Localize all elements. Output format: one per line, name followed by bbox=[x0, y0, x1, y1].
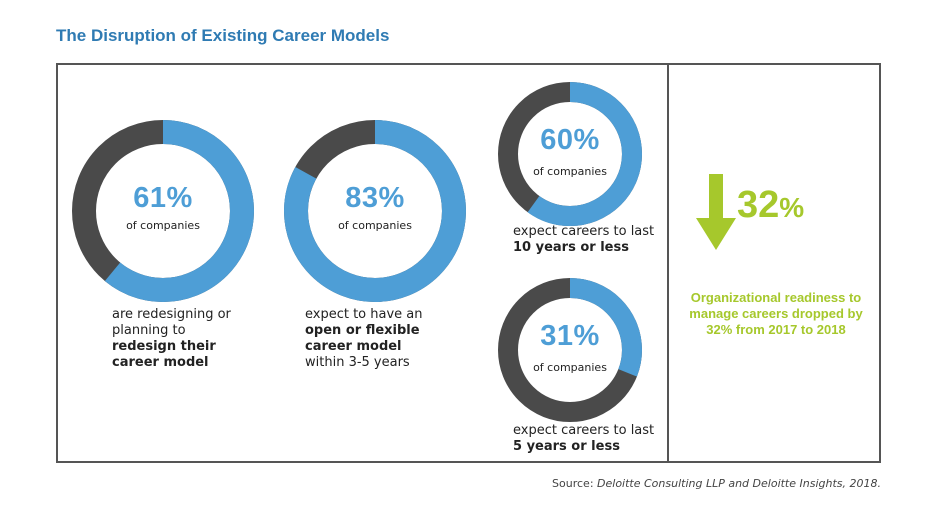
donut-60 bbox=[498, 82, 642, 226]
donut-sub-label: of companies bbox=[533, 361, 607, 374]
donut-percent-label: 61% bbox=[133, 182, 193, 214]
page-title: The Disruption of Existing Career Models bbox=[56, 26, 390, 45]
source-text: Deloitte Consulting LLP and Deloitte Ins… bbox=[597, 477, 881, 490]
donut-61 bbox=[72, 120, 254, 302]
donut-sub-label: of companies bbox=[126, 219, 200, 232]
desc-bold-text: 5 years or less bbox=[513, 439, 620, 454]
panel-divider bbox=[667, 63, 669, 463]
donut-value-arc bbox=[498, 82, 642, 226]
donut-description: expect careers to last 5 years or less bbox=[513, 423, 663, 455]
desc-text-end: within 3-5 years bbox=[305, 355, 410, 370]
donut-description: expect careers to last 10 years or less bbox=[513, 224, 663, 256]
donut-value-arc bbox=[498, 278, 642, 422]
donut-percent-label: 60% bbox=[540, 124, 600, 156]
donut-83 bbox=[284, 120, 466, 302]
desc-text: expect to have an bbox=[305, 307, 423, 322]
donut-sub-label: of companies bbox=[338, 219, 412, 232]
source-prefix: Source: bbox=[552, 477, 598, 490]
readiness-note: Organizational readiness to manage caree… bbox=[689, 290, 863, 337]
infographic-frame bbox=[56, 63, 881, 463]
donut-description: expect to have an open or flexible caree… bbox=[305, 307, 440, 371]
desc-bold-text: 10 years or less bbox=[513, 240, 629, 255]
desc-bold-text: redesign their career model bbox=[112, 339, 216, 370]
donut-value-arc bbox=[72, 120, 254, 302]
down-arrow-icon bbox=[696, 174, 736, 250]
readiness-percent: 32% bbox=[737, 184, 804, 227]
donut-percent-label: 83% bbox=[345, 182, 405, 214]
donut-sub-label: of companies bbox=[533, 165, 607, 178]
donut-description: are redesigning or planning to redesign … bbox=[112, 307, 252, 371]
readiness-value: 32 bbox=[737, 184, 780, 226]
desc-text: expect careers to last bbox=[513, 423, 655, 438]
desc-text: expect careers to last bbox=[513, 224, 655, 239]
source-note: Source: Deloitte Consulting LLP and Delo… bbox=[552, 477, 881, 490]
donut-percent-label: 31% bbox=[540, 320, 600, 352]
donut-31 bbox=[498, 278, 642, 422]
desc-bold-text: open or flexible career model bbox=[305, 323, 420, 354]
donut-value-arc bbox=[284, 120, 466, 302]
readiness-symbol: % bbox=[779, 192, 805, 223]
desc-text: are redesigning or planning to bbox=[112, 307, 231, 338]
